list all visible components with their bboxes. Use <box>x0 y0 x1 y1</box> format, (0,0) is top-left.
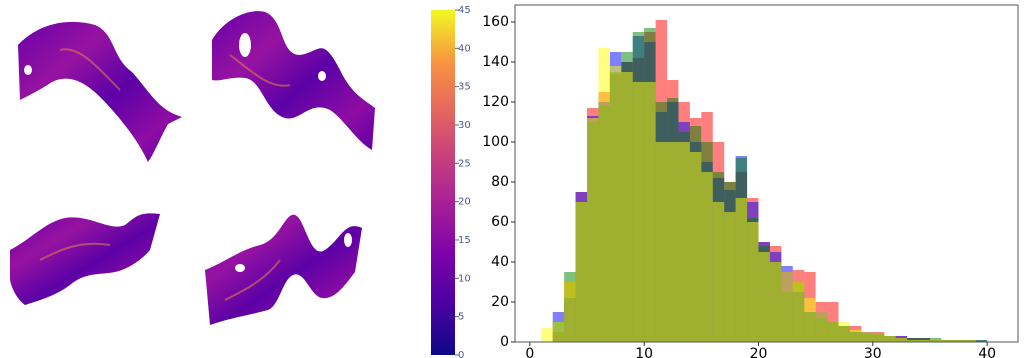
histogram-bar <box>644 82 655 342</box>
histogram-bar <box>621 72 632 342</box>
x-tick-label: 40 <box>978 346 996 358</box>
histogram-bar <box>770 262 781 342</box>
histogram-bar <box>724 212 735 342</box>
histogram-bar <box>884 336 895 342</box>
surface <box>18 22 182 162</box>
histogram-bar <box>804 298 815 342</box>
histogram-bar <box>587 118 598 342</box>
colorbar-tick-label: 10 <box>458 273 471 284</box>
histogram-bar <box>873 334 884 342</box>
surface <box>10 213 160 305</box>
x-tick-label: 20 <box>750 346 768 358</box>
y-tick-label: 120 <box>482 94 509 110</box>
figure: 0 5 10 15 20 25 30 35 40 45 0 20 40 60 80 100 120 140 160 0… <box>0 0 1024 358</box>
colorbar-tick-label: 25 <box>458 158 471 169</box>
histogram-bar <box>827 322 838 342</box>
histogram-bar <box>553 322 564 342</box>
histogram-bar <box>896 338 907 342</box>
x-tick-label: 30 <box>864 346 882 358</box>
histogram-bar <box>736 198 747 342</box>
histogram-bar <box>713 202 724 342</box>
colorbar-tick-label: 0 <box>458 350 464 358</box>
x-tick-label: 10 <box>635 346 653 358</box>
histogram-bar <box>758 252 769 342</box>
y-tick-label: 80 <box>491 174 509 190</box>
histogram-bar <box>701 172 712 342</box>
colorbar-tick-label: 5 <box>458 312 464 323</box>
y-tick-label: 160 <box>482 14 509 30</box>
surface <box>212 11 375 150</box>
histogram-bar <box>816 312 827 342</box>
histogram-bar <box>564 282 575 342</box>
y-tick-label: 0 <box>500 334 509 350</box>
colorbar-tick-label: 40 <box>458 43 471 54</box>
y-tick-label: 40 <box>491 254 509 270</box>
colorbar-tick-label: 45 <box>458 5 471 16</box>
histogram-bar <box>839 322 850 342</box>
histogram-bar <box>541 328 552 342</box>
histogram-bar <box>667 142 678 342</box>
colorbar-tick-label: 35 <box>458 82 471 93</box>
histogram-bar <box>781 272 792 342</box>
histogram-bar <box>861 332 872 342</box>
histogram-bar <box>598 48 609 342</box>
y-tick-label: 20 <box>491 294 509 310</box>
histogram-bar <box>793 282 804 342</box>
y-tick-label: 100 <box>482 134 509 150</box>
histogram-bar <box>633 82 644 342</box>
colorbar <box>431 10 455 355</box>
surface <box>205 215 362 325</box>
y-tick-label: 60 <box>491 214 509 230</box>
y-tick-label: 140 <box>482 54 509 70</box>
colorbar-tick-label: 20 <box>458 197 471 208</box>
colorbar-tick-label: 30 <box>458 120 471 131</box>
histogram-bar <box>747 222 758 342</box>
histogram-bar <box>610 66 621 342</box>
x-tick-label: 0 <box>525 346 534 358</box>
histogram-bar <box>576 202 587 342</box>
colorbar-tick-label: 15 <box>458 235 471 246</box>
histogram-bar <box>690 152 701 342</box>
surfaces <box>10 11 375 325</box>
histogram-bar <box>656 142 667 342</box>
histogram-bar <box>850 330 861 342</box>
histogram-bar <box>678 142 689 342</box>
